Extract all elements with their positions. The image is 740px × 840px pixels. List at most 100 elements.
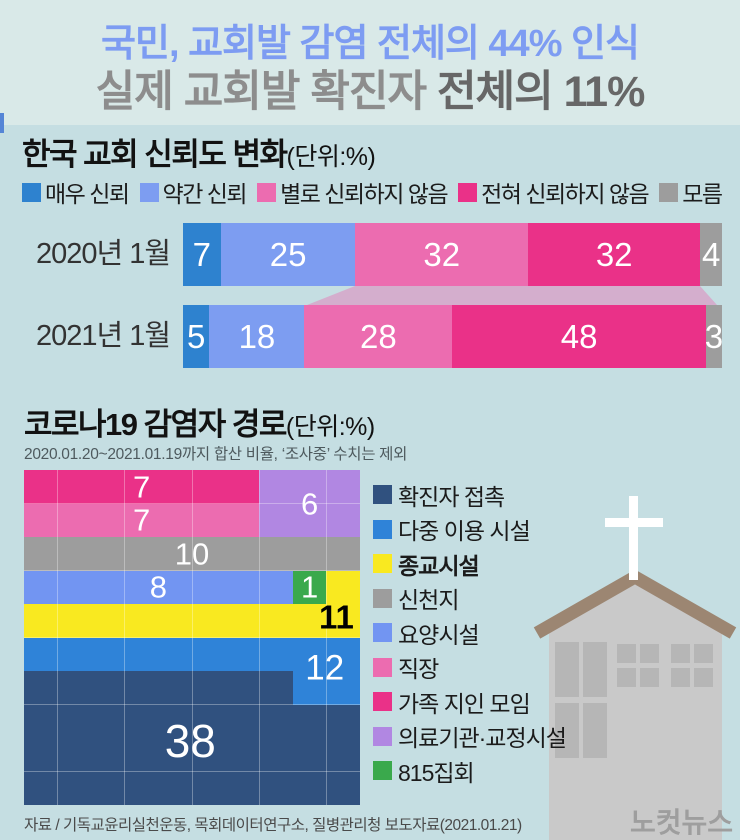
mosaic-block — [24, 537, 360, 571]
church-windows — [555, 642, 713, 758]
bar-segment: 18 — [209, 305, 305, 368]
legend-label: 약간 신뢰 — [162, 181, 248, 207]
mosaic-block — [24, 704, 360, 805]
legend-label: 종교시설 — [398, 552, 480, 579]
legend-item: 다중 이용 시설 — [373, 518, 566, 544]
legend-swatch — [22, 182, 41, 202]
trust-stacked-bar: 5 18 28 48 3 — [183, 305, 724, 368]
mosaic-gridline — [24, 637, 360, 638]
mosaic-gridline — [124, 470, 126, 805]
bar-segment: 3 — [704, 305, 724, 368]
legend-label: 다중 이용 시설 — [398, 518, 531, 544]
legend-label: 확진자 접촉 — [398, 483, 505, 510]
mosaic-gridline — [24, 503, 360, 504]
bar-segment: 7 — [183, 223, 221, 286]
path-chart-unit: (단위:%) — [285, 413, 375, 441]
mosaic-block-value: 11 — [319, 598, 354, 636]
legend-item: 요양시설 — [373, 621, 566, 648]
trust-chart-unit: (단위:%) — [286, 143, 376, 171]
bar-segment: 48 — [452, 305, 706, 368]
bar-segment: 32 — [355, 223, 528, 286]
mosaic-block — [292, 671, 360, 705]
mosaic-gridline — [325, 470, 327, 805]
legend-swatch — [373, 588, 392, 608]
legend-swatch — [373, 623, 392, 642]
bar-segment-value: 32 — [595, 235, 633, 273]
trust-stacked-bar: 7 25 32 32 4 — [183, 223, 722, 286]
mosaic-block — [259, 470, 360, 537]
path-chart-mosaic: 7 7 6 10 8 1 11 12 38 — [24, 470, 360, 805]
legend-item: 가족 지인 모임 — [373, 690, 566, 717]
bar-segment-value: 28 — [360, 317, 397, 355]
mosaic-gridline — [24, 771, 360, 772]
nocut-news-logo: 노컷뉴스 — [630, 807, 734, 838]
headline-line2: 실제 교회발 확진자 전체의 11% — [0, 57, 740, 119]
bar-segment-value: 7 — [192, 235, 212, 273]
headline-line2-normal: 실제 교회발 확진자 — [95, 68, 437, 116]
mosaic-block — [326, 570, 360, 604]
source-note: 자료 / 기독교윤리실천운동, 목회데이터연구소, 질병관리청 보도자료(202… — [24, 817, 522, 834]
path-chart-subtitle: 2020.01.20~2021.01.19까지 합산 비율, ‘조사중’ 수치는… — [24, 446, 408, 463]
trend-connector-shape — [307, 286, 717, 305]
mosaic-gridline — [191, 470, 193, 805]
legend-label: 직장 — [398, 656, 439, 682]
legend-item: 별로 신뢰하지 않음 — [257, 175, 449, 209]
trust-chart-title-text: 한국 교회 신뢰도 변화 — [22, 137, 288, 172]
headline-band: 국민, 교회발 감염 전체의 44% 인식 실제 교회발 확진자 전체의 11% — [0, 0, 740, 125]
church-illustration — [533, 496, 737, 840]
legend-swatch — [257, 182, 277, 202]
bar-segment: 5 — [183, 305, 210, 368]
legend-item: 종교시설 — [373, 552, 566, 579]
section-accent-mark — [0, 113, 4, 133]
legend-item: 약간 신뢰 — [139, 175, 248, 209]
trust-bar-year-label: 2021년 1월 — [35, 320, 171, 352]
bar-segment-value: 18 — [238, 317, 276, 355]
legend-item: 직장 — [373, 656, 566, 682]
mosaic-block-value: 7 — [132, 469, 151, 505]
bar-segment-value: 48 — [560, 317, 598, 355]
trust-chart-title: 한국 교회 신뢰도 변화(단위:%) — [22, 129, 376, 174]
mosaic-block-value: 12 — [305, 648, 345, 688]
legend-label: 매우 신뢰 — [45, 181, 130, 207]
legend-item: 의료기관·교정시설 — [373, 725, 567, 751]
trust-chart-legend: 매우 신뢰 약간 신뢰 별로 신뢰하지 않음 전혀 신뢰하지 않음 모름 — [22, 175, 723, 209]
mosaic-block-value: 7 — [132, 502, 151, 538]
bar-segment-value: 3 — [704, 317, 724, 355]
bar-segment: 32 — [527, 223, 701, 286]
legend-swatch — [659, 182, 679, 202]
legend-item: 신천지 — [373, 587, 566, 613]
mosaic-block — [24, 604, 360, 638]
bar-segment: 4 — [700, 223, 722, 286]
legend-swatch — [458, 182, 478, 202]
bar-segment-value: 25 — [269, 235, 307, 273]
mosaic-block — [24, 637, 360, 671]
legend-label: 가족 지인 모임 — [398, 690, 531, 717]
legend-label: 의료기관·교정시설 — [398, 725, 567, 751]
mosaic-block-value: 38 — [164, 715, 216, 768]
legend-item: 확진자 접촉 — [373, 483, 566, 510]
legend-swatch — [373, 726, 392, 746]
legend-swatch — [373, 554, 392, 573]
legend-swatch — [373, 485, 392, 504]
legend-item: 매우 신뢰 — [22, 175, 130, 209]
legend-label: 요양시설 — [398, 621, 480, 648]
mosaic-gridline — [24, 570, 360, 571]
mosaic-block — [24, 503, 260, 537]
mosaic-block-value: 10 — [174, 536, 210, 572]
cross-icon — [605, 518, 663, 527]
headline-line2-strong: 전체의 11% — [437, 68, 645, 116]
legend-swatch — [373, 519, 392, 539]
legend-swatch — [373, 657, 392, 677]
mosaic-block-value: 1 — [300, 569, 319, 605]
mosaic-block-value: 8 — [149, 569, 168, 605]
cross-icon — [629, 496, 638, 580]
legend-swatch — [373, 761, 392, 780]
legend-swatch — [139, 182, 159, 202]
path-chart-title: 코로나19 감염자 경로(단위:%) — [24, 399, 375, 444]
legend-label: 815집회 — [398, 759, 475, 786]
bar-segment-value: 32 — [423, 235, 461, 273]
headline-line1: 국민, 교회발 감염 전체의 44% 인식 — [101, 23, 640, 65]
mosaic-block-value: 6 — [300, 486, 319, 521]
